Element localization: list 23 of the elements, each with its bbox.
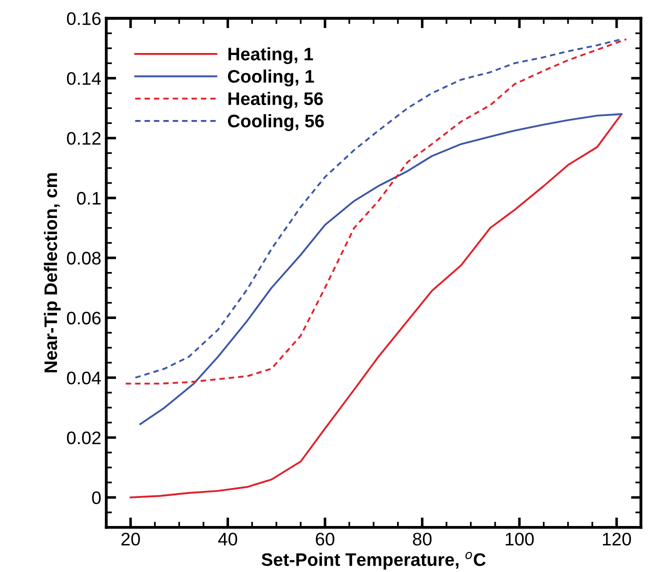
y-tick-label: 0.16 bbox=[66, 12, 101, 26]
legend-label: Heating, 56 bbox=[228, 92, 323, 109]
legend-label: Cooling, 1 bbox=[228, 70, 314, 86]
y-tick-label: 0.02 bbox=[66, 431, 101, 444]
x-tick-label: 20 bbox=[121, 532, 140, 546]
y-axis-title: Near-Tip Deflection, cm bbox=[44, 173, 61, 372]
legend-label: Cooling, 56 bbox=[228, 114, 324, 132]
y-tick-label: 0.1 bbox=[77, 192, 101, 205]
x-tick-label: 80 bbox=[412, 532, 432, 546]
x-tick-label: 40 bbox=[218, 532, 238, 546]
line-series bbox=[139, 113, 622, 425]
y-tick-label: 0.06 bbox=[66, 312, 101, 324]
x-axis-title: Set-Point Temperature, $^{o}$C bbox=[262, 552, 486, 570]
x-tick-label: 120 bbox=[602, 532, 631, 546]
y-tick-label: 0.14 bbox=[66, 72, 101, 85]
x-tick-label: 60 bbox=[316, 532, 334, 546]
y-tick-label: 0 bbox=[92, 491, 101, 504]
y-tick-label: 0.12 bbox=[66, 132, 101, 145]
x-tick-label: 100 bbox=[506, 532, 534, 546]
y-tick-label: 0.08 bbox=[66, 252, 101, 265]
y-tick-label: 0.04 bbox=[66, 372, 101, 384]
line-series bbox=[130, 113, 622, 498]
legend-label: Heating, 1 bbox=[228, 47, 314, 64]
